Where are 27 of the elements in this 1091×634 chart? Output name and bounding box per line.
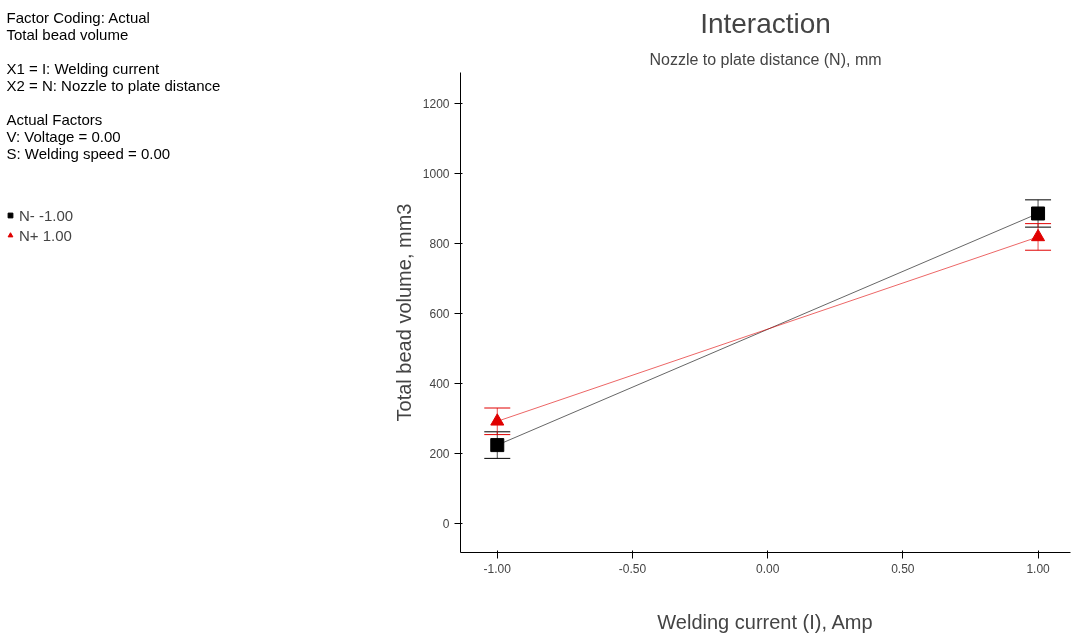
text: S: Welding speed = 0.00 bbox=[6, 144, 171, 162]
y-tick-label: 400 bbox=[429, 377, 450, 392]
y-axis-title: Total bead volume, mm3 bbox=[392, 203, 415, 422]
y-tick-label: 200 bbox=[429, 447, 450, 462]
y-tick-label: 600 bbox=[429, 307, 450, 322]
y-tick-label: 1200 bbox=[422, 97, 450, 112]
text: Actual Factors bbox=[6, 110, 103, 128]
text: X2 = N: Nozzle to plate distance bbox=[6, 76, 221, 94]
text: V: Voltage = 0.00 bbox=[6, 127, 121, 145]
x-tick-label: 0.50 bbox=[891, 561, 915, 576]
x-tick-label: -1.00 bbox=[483, 561, 512, 576]
x-axis-title: Welding current (I), Amp bbox=[657, 610, 873, 633]
text: X1 = I: Welding current bbox=[6, 59, 161, 77]
legend-label: N- -1.00 bbox=[19, 206, 74, 224]
x-tick-label: -0.50 bbox=[618, 561, 647, 576]
y-tick-label: 800 bbox=[429, 237, 450, 252]
legend-label: N+ 1.00 bbox=[19, 226, 72, 244]
y-tick-label: 0 bbox=[442, 517, 450, 532]
x-tick-label: 0.00 bbox=[755, 561, 780, 576]
chart-subtitle: Nozzle to plate distance (N), mm bbox=[649, 50, 882, 68]
x-tick-label: 1.00 bbox=[1026, 561, 1051, 576]
text: Total bead volume bbox=[6, 25, 129, 43]
y-tick-label: 1000 bbox=[422, 167, 450, 182]
point bbox=[1031, 206, 1046, 221]
chart-title: Interaction bbox=[700, 7, 831, 39]
text: Factor Coding: Actual bbox=[6, 8, 150, 26]
point bbox=[490, 438, 505, 453]
